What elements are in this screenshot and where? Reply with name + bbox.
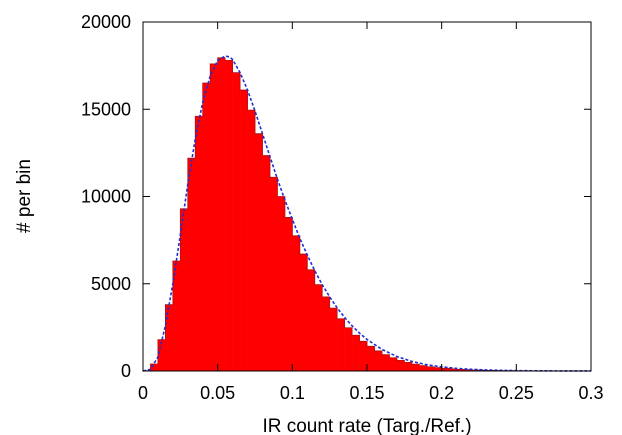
histogram-bar xyxy=(269,177,278,371)
histogram-bar xyxy=(456,369,465,371)
histogram-bar xyxy=(464,369,472,371)
histogram-bar xyxy=(352,335,360,371)
histogram-bar xyxy=(240,90,248,371)
histogram-bar xyxy=(337,318,345,371)
histogram-bar xyxy=(262,155,271,371)
histogram-bar xyxy=(411,364,420,371)
histogram-bar xyxy=(180,208,189,371)
histogram-bar xyxy=(165,304,174,371)
histogram-bar xyxy=(359,341,368,371)
histogram-bar xyxy=(307,269,316,371)
y-tick-label: 15000 xyxy=(81,99,131,119)
histogram-bar xyxy=(471,369,480,371)
histogram-bar xyxy=(344,327,353,371)
histogram-bar xyxy=(381,354,390,371)
histogram-bars xyxy=(142,57,592,372)
histogram-bar xyxy=(225,60,233,371)
histogram-bar xyxy=(172,261,181,371)
histogram-bar xyxy=(426,366,435,371)
histogram-bar xyxy=(299,254,308,371)
histogram-bar xyxy=(277,196,286,371)
y-axis-title: # per bin xyxy=(14,159,35,233)
histogram-bar xyxy=(247,110,256,372)
histogram-bar xyxy=(150,364,159,371)
histogram-bar xyxy=(434,367,442,371)
y-tick-label: 5000 xyxy=(91,274,131,294)
x-tick-label: 0.3 xyxy=(578,383,603,403)
x-tick-label: 0 xyxy=(138,383,148,403)
histogram-bar xyxy=(396,360,405,371)
histogram-bar xyxy=(217,57,226,372)
histogram-bar xyxy=(187,158,196,371)
x-tick-label: 0.25 xyxy=(499,383,534,403)
axis-ticks xyxy=(142,21,592,372)
histogram-bar xyxy=(329,308,338,371)
y-tick-label: 20000 xyxy=(81,12,131,32)
histogram-bar xyxy=(367,346,375,371)
histogram-bar xyxy=(322,296,330,371)
histogram-bar xyxy=(389,357,398,371)
histogram-bar xyxy=(195,116,204,371)
x-axis-title: IR count rate (Targ./Ref.) xyxy=(262,416,471,435)
y-tick-label: 0 xyxy=(121,361,131,381)
x-tick-label: 0.1 xyxy=(280,383,305,403)
x-tick-label: 0.05 xyxy=(200,383,235,403)
histogram-bar xyxy=(292,235,301,371)
histogram-bar xyxy=(202,83,211,371)
histogram-bar xyxy=(404,362,413,371)
histogram-bar xyxy=(441,368,450,371)
histogram-bar xyxy=(210,63,218,371)
histogram-bar xyxy=(314,284,323,371)
histogram-bar xyxy=(374,350,383,371)
axis-tick-labels: 0 0.05 0.1 0.15 0.2 0.25 0.3 0 5000 10000 15000 200… xyxy=(81,12,604,403)
fit-curve-line xyxy=(142,55,592,372)
histogram-bar xyxy=(419,365,428,371)
histogram-bar xyxy=(284,217,293,371)
histogram-bar xyxy=(157,339,166,371)
x-tick-label: 0.2 xyxy=(429,383,454,403)
x-tick-label: 0.15 xyxy=(349,383,384,403)
y-tick-label: 10000 xyxy=(81,187,131,207)
histogram-bar xyxy=(449,368,457,371)
histogram-bar xyxy=(232,72,241,372)
histogram-bar xyxy=(255,133,263,371)
